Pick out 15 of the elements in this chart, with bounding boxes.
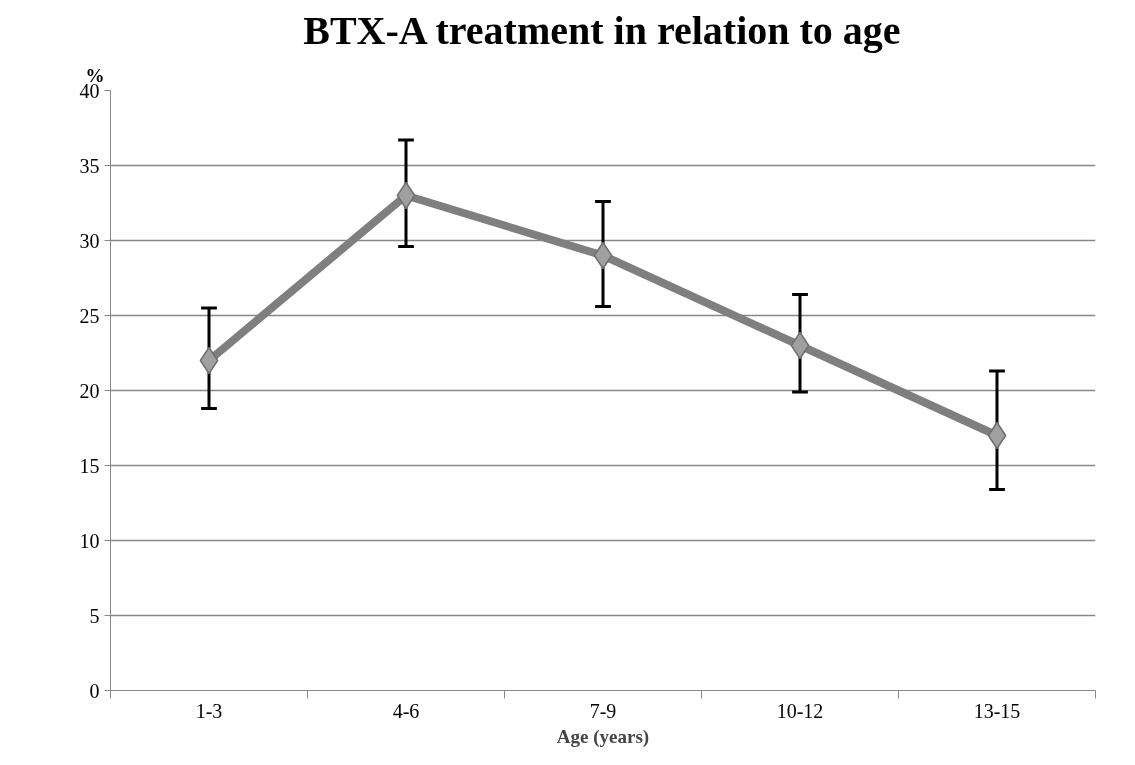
y-tick-label: 30	[79, 229, 100, 252]
y-tick-label: 35	[79, 154, 100, 177]
y-tick-label: 10	[79, 529, 100, 552]
chart-title: BTX-A treatment in relation to age	[303, 7, 901, 53]
x-tick-label: 1-3	[195, 699, 223, 722]
y-tick-label: 25	[79, 304, 100, 327]
y-tick-label: 5	[89, 604, 100, 627]
x-tick-label: 4-6	[392, 699, 420, 722]
x-tick-label: 10-12	[776, 699, 824, 722]
y-tick-label: 15	[79, 454, 100, 477]
x-axis-title: Age (years)	[556, 725, 650, 748]
x-tick-label: 7-9	[589, 699, 617, 722]
y-tick-label: 0	[89, 679, 100, 702]
x-tick-label: 13-15	[973, 699, 1021, 722]
y-tick-label: 20	[79, 379, 100, 402]
